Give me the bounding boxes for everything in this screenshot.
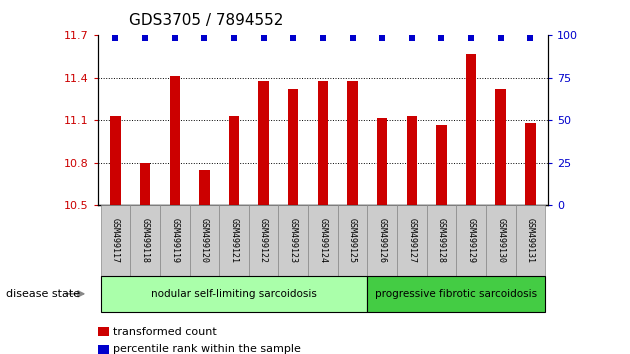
Point (140, 35, 150, 41)
Bar (288, 89, 299, 205)
Point (377, 35, 387, 41)
Bar (377, 118, 387, 205)
Text: GSM499120: GSM499120 (200, 218, 209, 263)
Point (199, 35, 209, 41)
Point (110, 35, 120, 41)
Bar (406, 116, 417, 205)
Text: nodular self-limiting sarcoidosis: nodular self-limiting sarcoidosis (151, 289, 317, 299)
Point (318, 35, 328, 41)
Bar (436, 125, 447, 205)
Bar (338, 205, 367, 276)
Bar (140, 163, 150, 205)
Point (258, 35, 268, 41)
Point (288, 35, 298, 41)
Bar (229, 116, 239, 205)
Bar (219, 205, 249, 276)
Text: GSM499127: GSM499127 (407, 218, 416, 263)
Bar (101, 276, 367, 312)
Bar (367, 205, 397, 276)
Bar (427, 205, 456, 276)
Bar (278, 205, 308, 276)
Text: GSM499130: GSM499130 (496, 218, 505, 263)
Text: disease state: disease state (6, 289, 81, 299)
Text: transformed count: transformed count (113, 327, 217, 337)
Bar (130, 205, 160, 276)
Text: GSM499122: GSM499122 (259, 218, 268, 263)
Text: GDS3705 / 7894552: GDS3705 / 7894552 (129, 13, 284, 28)
Bar (456, 205, 486, 276)
Point (525, 35, 536, 41)
Text: GSM499131: GSM499131 (526, 218, 535, 263)
Text: GSM499126: GSM499126 (377, 218, 387, 263)
Text: GSM499123: GSM499123 (289, 218, 298, 263)
Bar (258, 81, 269, 205)
Bar (486, 205, 515, 276)
Text: GSM499124: GSM499124 (318, 218, 328, 263)
Bar (101, 205, 130, 276)
Bar (367, 276, 545, 312)
Bar (515, 205, 545, 276)
Point (466, 35, 476, 41)
Bar (466, 54, 476, 205)
Bar (169, 76, 180, 205)
Text: GSM499121: GSM499121 (229, 218, 239, 263)
Point (407, 35, 417, 41)
Bar (347, 81, 358, 205)
Text: GSM499125: GSM499125 (348, 218, 357, 263)
Bar (190, 205, 219, 276)
Bar (249, 205, 278, 276)
Point (169, 35, 180, 41)
Bar (110, 116, 120, 205)
Point (437, 35, 447, 41)
Bar (199, 170, 210, 205)
Text: GSM499129: GSM499129 (467, 218, 476, 263)
Point (229, 35, 239, 41)
Point (496, 35, 506, 41)
Text: GSM499117: GSM499117 (111, 218, 120, 263)
Bar (308, 205, 338, 276)
Bar (318, 81, 328, 205)
Bar (525, 123, 536, 205)
Text: GSM499118: GSM499118 (140, 218, 149, 263)
Text: GSM499119: GSM499119 (170, 218, 179, 263)
Point (348, 35, 358, 41)
Text: progressive fibrotic sarcoidosis: progressive fibrotic sarcoidosis (375, 289, 537, 299)
Bar (397, 205, 427, 276)
Bar (496, 89, 506, 205)
Text: percentile rank within the sample: percentile rank within the sample (113, 344, 301, 354)
Text: GSM499128: GSM499128 (437, 218, 446, 263)
Bar (160, 205, 190, 276)
